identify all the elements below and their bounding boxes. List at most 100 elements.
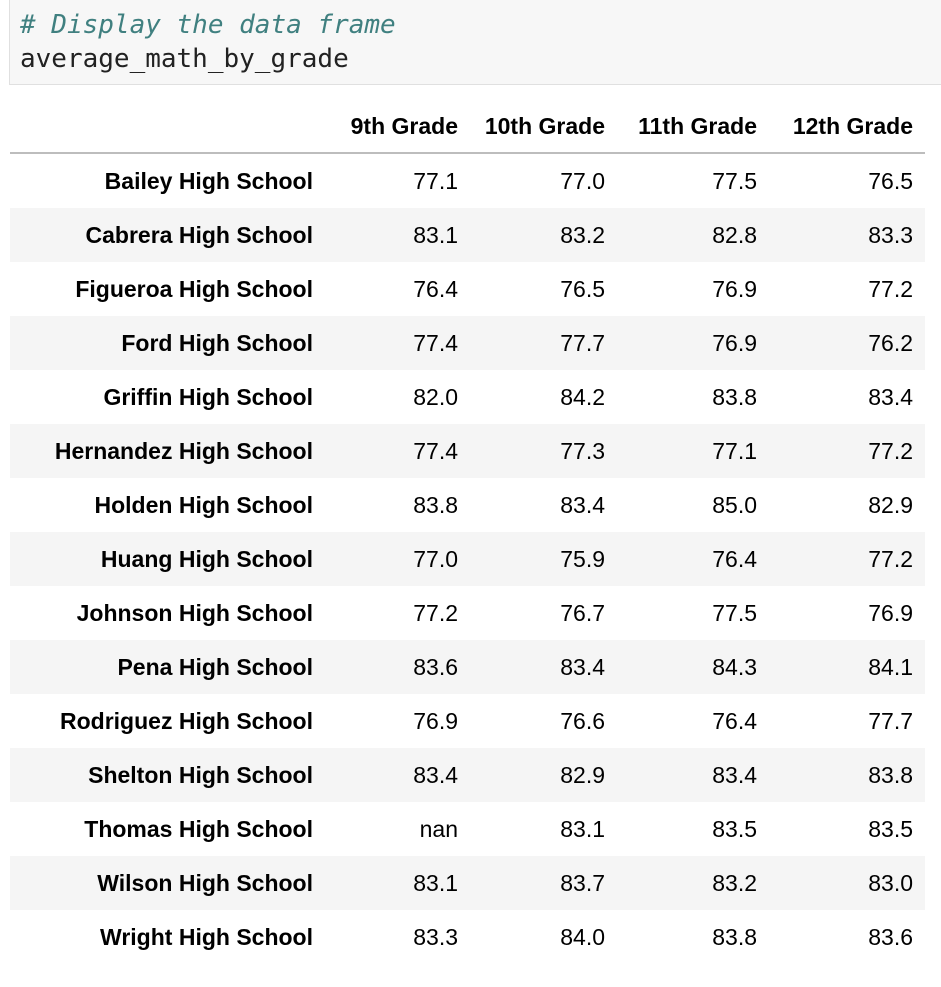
table-cell: 76.9 xyxy=(868,599,913,626)
table-cell: 83.1 xyxy=(560,815,605,842)
code-expression: average_math_by_grade xyxy=(20,44,349,74)
table-cell: 77.0 xyxy=(413,545,458,572)
table-row: Hernandez High School 77.4 77.3 77.1 77.2 xyxy=(10,424,925,478)
table-cell: 77.2 xyxy=(868,545,913,572)
table-cell: 83.4 xyxy=(868,383,913,410)
table-cell: 83.8 xyxy=(712,383,757,410)
table-row: Shelton High School 83.4 82.9 83.4 83.8 xyxy=(10,748,925,802)
column-header-10th-grade: 10th Grade xyxy=(460,100,617,154)
row-label-school: Figueroa High School xyxy=(75,275,313,302)
table-cell: 83.5 xyxy=(868,815,913,842)
row-label-school: Wright High School xyxy=(100,923,313,950)
table-cell: 83.8 xyxy=(413,491,458,518)
table-cell: 76.9 xyxy=(413,707,458,734)
table-cell: 76.9 xyxy=(712,329,757,356)
table-row: Thomas High School nan 83.1 83.5 83.5 xyxy=(10,802,925,856)
table-cell: 83.7 xyxy=(560,869,605,896)
table-cell: 83.8 xyxy=(712,923,757,950)
table-cell: 84.3 xyxy=(712,653,757,680)
index-header xyxy=(10,100,315,154)
table-row: Griffin High School 82.0 84.2 83.8 83.4 xyxy=(10,370,925,424)
column-header-12th-grade: 12th Grade xyxy=(769,100,925,154)
table-row: Ford High School 77.4 77.7 76.9 76.2 xyxy=(10,316,925,370)
row-label-school: Hernandez High School xyxy=(54,437,313,464)
row-label-school: Huang High School xyxy=(100,545,313,572)
table-cell: 85.0 xyxy=(712,491,757,518)
table-cell: 76.6 xyxy=(560,707,605,734)
column-header-11th-grade: 11th Grade xyxy=(617,100,769,154)
code-comment: # Display the data frame xyxy=(20,10,396,40)
table-row: Pena High School 83.6 83.4 84.3 84.1 xyxy=(10,640,925,694)
table-row: Johnson High School 77.2 76.7 77.5 76.9 xyxy=(10,586,925,640)
table-cell: 77.5 xyxy=(712,167,757,194)
table-row: Rodriguez High School 76.9 76.6 76.4 77.7 xyxy=(10,694,925,748)
table-cell: 76.4 xyxy=(413,275,458,302)
table-cell: 77.3 xyxy=(560,437,605,464)
table-cell: 76.5 xyxy=(560,275,605,302)
table-row: Holden High School 83.8 83.4 85.0 82.9 xyxy=(10,478,925,532)
row-label-school: Rodriguez High School xyxy=(60,707,313,734)
table-row: Huang High School 77.0 75.9 76.4 77.2 xyxy=(10,532,925,586)
table-cell: 82.0 xyxy=(413,383,458,410)
table-cell: 83.6 xyxy=(868,923,913,950)
code-cell[interactable]: # Display the data frame average_math_by… xyxy=(9,0,941,85)
table-cell: 83.1 xyxy=(413,869,458,896)
table-cell: 77.1 xyxy=(712,437,757,464)
table-cell: 76.5 xyxy=(868,167,913,194)
dataframe-output: 9th Grade 10th Grade 11th Grade 12th Gra… xyxy=(10,100,925,964)
table-cell: 76.9 xyxy=(712,275,757,302)
table-cell: 76.7 xyxy=(560,599,605,626)
row-label-school: Holden High School xyxy=(94,491,314,518)
table-cell: 83.3 xyxy=(413,923,458,950)
table-cell: 83.5 xyxy=(712,815,757,842)
table-cell: 83.8 xyxy=(868,761,913,788)
header-row: 9th Grade 10th Grade 11th Grade 12th Gra… xyxy=(10,100,925,154)
table-cell: 76.4 xyxy=(712,545,757,572)
table-cell: 83.4 xyxy=(560,653,605,680)
table-cell: 83.4 xyxy=(560,491,605,518)
row-label-school: Thomas High School xyxy=(84,815,313,842)
table-cell: 77.7 xyxy=(868,707,913,734)
table-cell: 77.2 xyxy=(413,599,458,626)
table-cell: 83.4 xyxy=(712,761,757,788)
table-cell: 84.2 xyxy=(560,383,605,410)
table-row: Cabrera High School 83.1 83.2 82.8 83.3 xyxy=(10,208,925,262)
table-cell: 77.2 xyxy=(868,275,913,302)
table-cell: 83.2 xyxy=(560,221,605,248)
table-cell: 83.6 xyxy=(413,653,458,680)
table-row: Wilson High School 83.1 83.7 83.2 83.0 xyxy=(10,856,925,910)
table-cell: 83.3 xyxy=(868,221,913,248)
table-header: 9th Grade 10th Grade 11th Grade 12th Gra… xyxy=(10,100,925,154)
table-body: Bailey High School 77.1 77.0 77.5 76.5 Cabrer… xyxy=(10,153,925,964)
table-cell: 82.8 xyxy=(712,221,757,248)
table-cell: 83.1 xyxy=(413,221,458,248)
table-cell: 83.2 xyxy=(712,869,757,896)
table-cell: 76.4 xyxy=(712,707,757,734)
table-cell: 76.2 xyxy=(868,329,913,356)
table-cell: 77.4 xyxy=(413,329,458,356)
table-cell: 77.7 xyxy=(560,329,605,356)
table-cell: 84.1 xyxy=(868,653,913,680)
dataframe-table: 9th Grade 10th Grade 11th Grade 12th Gra… xyxy=(10,100,925,964)
table-cell: 83.0 xyxy=(868,869,913,896)
table-cell: nan xyxy=(419,815,458,842)
table-row: Figueroa High School 76.4 76.5 76.9 77.2 xyxy=(10,262,925,316)
row-label-school: Johnson High School xyxy=(76,599,313,626)
row-label-school: Cabrera High School xyxy=(85,221,313,248)
table-cell: 77.1 xyxy=(413,167,458,194)
row-label-school: Pena High School xyxy=(117,653,313,680)
table-cell: 77.4 xyxy=(413,437,458,464)
column-header-9th-grade: 9th Grade xyxy=(315,100,460,154)
row-label-school: Bailey High School xyxy=(104,167,313,194)
table-row: Wright High School 83.3 84.0 83.8 83.6 xyxy=(10,910,925,964)
table-cell: 82.9 xyxy=(560,761,605,788)
table-cell: 75.9 xyxy=(560,545,605,572)
table-cell: 83.4 xyxy=(413,761,458,788)
table-cell: 82.9 xyxy=(868,491,913,518)
table-cell: 77.2 xyxy=(868,437,913,464)
row-label-school: Griffin High School xyxy=(103,383,313,410)
row-label-school: Ford High School xyxy=(121,329,313,356)
table-cell: 84.0 xyxy=(560,923,605,950)
table-cell: 77.5 xyxy=(712,599,757,626)
row-label-school: Shelton High School xyxy=(88,761,313,788)
